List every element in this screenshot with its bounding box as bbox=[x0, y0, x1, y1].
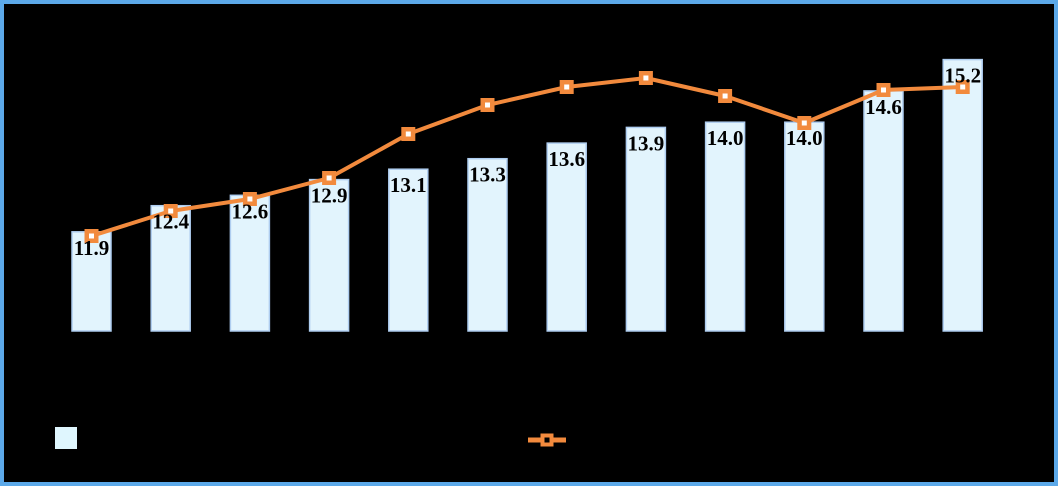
bar-value-label: 13.6 bbox=[548, 147, 585, 171]
bar-value-label: 12.9 bbox=[311, 184, 348, 208]
bar bbox=[229, 194, 271, 332]
bar-value-label: 12.6 bbox=[232, 199, 269, 223]
trend-marker-center bbox=[801, 120, 807, 126]
bar-value-label: 12.4 bbox=[152, 210, 189, 234]
trend-marker-center bbox=[643, 75, 649, 81]
bar bbox=[863, 90, 904, 332]
bar-value-label: 15.2 bbox=[944, 64, 981, 88]
legend-bar-swatch bbox=[55, 427, 77, 449]
bar-value-label: 14.0 bbox=[786, 126, 823, 150]
legend-line-marker-center bbox=[544, 437, 550, 443]
bar bbox=[467, 157, 508, 332]
bar-value-label: 14.6 bbox=[865, 95, 902, 119]
bar-value-label: 14.0 bbox=[707, 126, 744, 150]
trend-marker-center bbox=[881, 87, 886, 93]
bar bbox=[388, 168, 429, 332]
trend-marker-center bbox=[564, 84, 570, 90]
bar bbox=[71, 231, 112, 332]
trend-marker-center bbox=[960, 84, 966, 90]
trend-marker-center bbox=[485, 102, 490, 108]
bar bbox=[625, 126, 667, 332]
trend-line bbox=[89, 76, 965, 238]
trend-marker-center bbox=[326, 175, 332, 181]
bar bbox=[150, 204, 191, 332]
trend-marker-center bbox=[247, 196, 253, 202]
bar-value-label: 11.9 bbox=[74, 236, 110, 260]
trend-marker-center bbox=[405, 131, 411, 137]
bar bbox=[704, 121, 746, 332]
trend-marker-center bbox=[722, 93, 728, 99]
bar bbox=[546, 142, 587, 332]
bar bbox=[784, 121, 825, 332]
trend-marker-center bbox=[89, 233, 94, 239]
bar bbox=[942, 58, 983, 332]
trend-marker-center bbox=[168, 208, 174, 214]
bar-value-label: 13.9 bbox=[628, 131, 665, 155]
bar-value-label: 13.1 bbox=[390, 173, 427, 197]
bar-value-label: 13.3 bbox=[469, 163, 506, 187]
